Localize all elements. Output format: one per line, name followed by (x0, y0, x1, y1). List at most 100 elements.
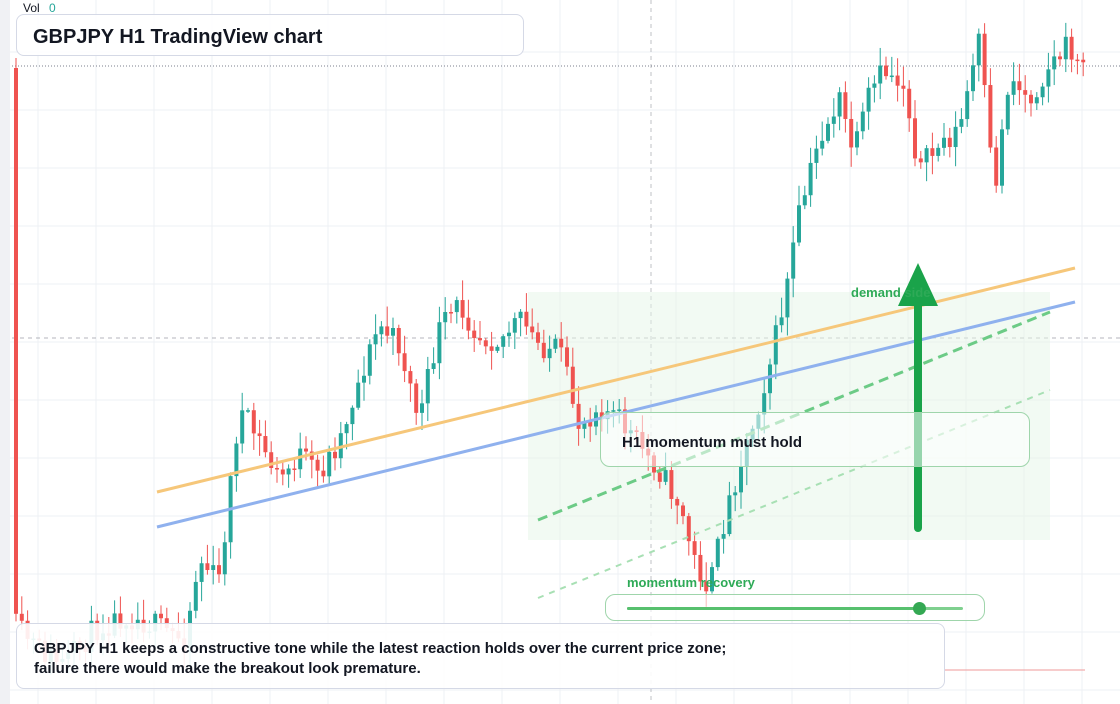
candle-body (918, 158, 923, 163)
candle-body (559, 338, 564, 348)
candle-body (727, 495, 732, 535)
candle-body (901, 85, 906, 89)
candle-body (704, 581, 709, 592)
demand-arrow-head (898, 263, 938, 306)
candle-body (762, 393, 767, 415)
candle-body (478, 338, 482, 341)
candle-body (976, 33, 981, 66)
candle-body (321, 470, 326, 477)
candle-body (1034, 97, 1039, 104)
chart-title: GBPJPY H1 TradingView chart (33, 26, 323, 48)
candle-body (280, 469, 285, 475)
candle-body (350, 407, 355, 425)
candle-body (808, 162, 813, 196)
candle-body (826, 123, 830, 141)
candle-body (414, 383, 419, 413)
candle-body (205, 563, 210, 571)
candle-body (768, 364, 772, 394)
candle-body (153, 613, 158, 632)
candle-body (333, 451, 337, 459)
candle-body (698, 554, 703, 582)
candle-body (814, 148, 819, 163)
candle-body (930, 148, 935, 156)
candle-body (576, 403, 581, 429)
candle-body (251, 410, 256, 434)
candle-body (449, 312, 453, 314)
candle-body (843, 92, 848, 119)
candle-body (820, 140, 825, 149)
candle-body (837, 92, 842, 117)
candle-body (454, 300, 459, 313)
candle-body (802, 195, 807, 206)
candle-body (773, 325, 778, 365)
candle-body (518, 311, 523, 319)
candle-body (443, 312, 448, 323)
candle-body (240, 410, 245, 444)
candle-body (1005, 94, 1010, 130)
candle-body (512, 318, 517, 333)
candle-body (1075, 59, 1080, 62)
chart-caption-box: GBPJPY H1 keeps a constructive tone whil… (16, 623, 945, 689)
momentum-note-box[interactable]: H1 momentum must hold (600, 412, 1030, 467)
candle-body (211, 565, 216, 571)
candle-body (541, 342, 546, 359)
candle-body (356, 382, 361, 408)
candle-body (831, 116, 836, 124)
candle-body (547, 348, 552, 359)
candle-body (675, 498, 680, 506)
candle-body (222, 542, 227, 575)
candle-body (570, 366, 575, 404)
candle-body (507, 332, 511, 337)
candle-body (292, 468, 297, 470)
candle-body (872, 83, 877, 88)
candle-body (884, 65, 888, 77)
candle-body (420, 403, 424, 413)
candle-body (472, 330, 477, 339)
candle-body (1063, 36, 1068, 60)
candle-body (565, 347, 569, 367)
candle-body (1058, 56, 1062, 60)
candle-body (327, 451, 332, 477)
candle-body (269, 452, 274, 468)
candle-body (275, 467, 279, 470)
candle-body (617, 409, 622, 411)
candle-body (982, 33, 987, 86)
candle-body (721, 534, 726, 539)
candle-body (1040, 86, 1045, 98)
candle-body (1052, 56, 1057, 70)
candle-body (669, 470, 674, 499)
volume-label: Vol (23, 1, 40, 15)
candle-body (942, 137, 946, 148)
candle-body (965, 91, 970, 120)
candle-body (924, 148, 929, 163)
candle-body (367, 344, 372, 376)
momentum-slider-handle[interactable] (913, 602, 927, 615)
candle-body (118, 613, 123, 629)
candle-body (588, 421, 593, 427)
candle-body (1046, 69, 1051, 87)
candle-body (1000, 129, 1004, 186)
candle-body (1017, 81, 1022, 91)
candle-body (315, 459, 320, 471)
candle-body (501, 336, 506, 347)
candle-body (553, 338, 558, 349)
candle-body (913, 118, 917, 159)
candle-body (483, 340, 488, 347)
candle-body (263, 436, 268, 453)
candle-body (379, 326, 384, 335)
candle-body (849, 118, 854, 148)
candle-body (681, 505, 685, 517)
candle-body (489, 346, 494, 351)
candle-body (779, 317, 784, 326)
momentum-slider[interactable] (605, 594, 985, 621)
candle-body (971, 65, 975, 92)
candle-body (878, 65, 883, 84)
candle-body (396, 328, 401, 354)
candle-body (431, 363, 436, 370)
candle-body (715, 538, 720, 568)
momentum-slider-track[interactable] (627, 607, 963, 610)
candle-body (524, 311, 529, 327)
candle-body (193, 581, 198, 611)
candle-body (739, 466, 743, 493)
